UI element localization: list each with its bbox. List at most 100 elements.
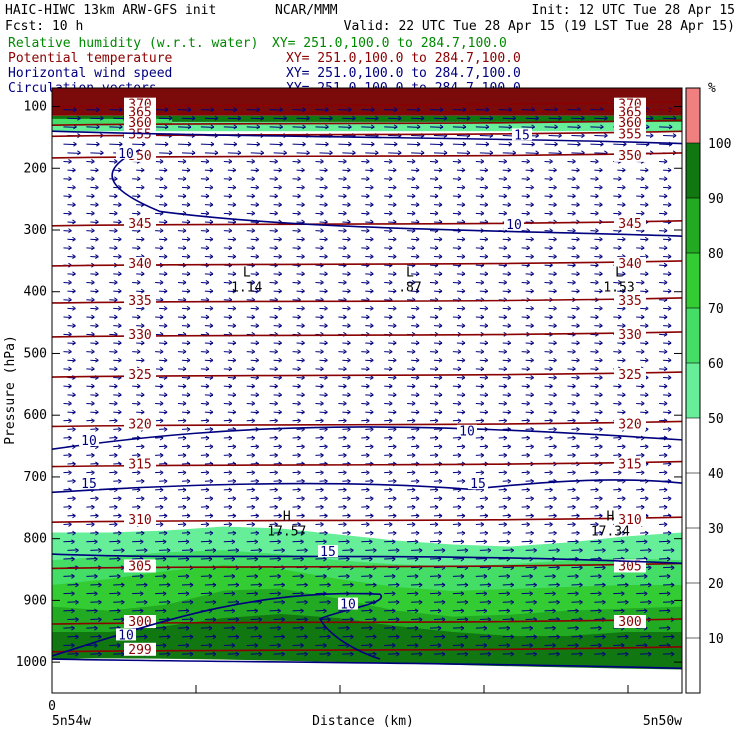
wind-vector-head bbox=[604, 133, 608, 138]
wind-vector-head bbox=[186, 357, 191, 363]
wind-vector-head bbox=[556, 599, 560, 605]
wind-vector bbox=[200, 109, 214, 111]
wind-vector-head bbox=[352, 115, 356, 121]
wind-vector-head bbox=[297, 452, 301, 458]
wind-vector-head bbox=[484, 444, 489, 450]
wind-vector-head bbox=[549, 280, 553, 285]
wind-vector-head bbox=[139, 573, 144, 579]
wind-vector bbox=[407, 644, 419, 646]
wind-vector-head bbox=[301, 496, 305, 501]
wind-vector-head bbox=[392, 202, 397, 208]
wind-vector-head bbox=[388, 176, 393, 182]
wind-vector-head bbox=[418, 651, 423, 657]
wind-vector-head bbox=[416, 107, 421, 113]
wind-vector-head bbox=[139, 591, 144, 597]
wind-vector-head bbox=[113, 435, 118, 441]
wind-vector-head bbox=[411, 159, 416, 164]
wind-vector-head bbox=[526, 193, 530, 199]
wind-vector bbox=[292, 644, 304, 646]
wind-vector bbox=[204, 583, 216, 586]
wind-vector-head bbox=[98, 547, 102, 553]
wind-vector bbox=[594, 653, 606, 655]
wind-vector-head bbox=[186, 496, 191, 501]
wind-vector-head bbox=[343, 210, 347, 216]
wind-vector-head bbox=[278, 184, 282, 190]
wind-vector-head bbox=[411, 280, 416, 285]
wind-vector-head bbox=[255, 530, 260, 536]
wind-vector-head bbox=[530, 202, 534, 208]
extremum-marker: L bbox=[615, 265, 623, 280]
wind-vector-head bbox=[667, 444, 672, 450]
wind-vector-head bbox=[95, 305, 99, 311]
wind-vector bbox=[86, 627, 98, 629]
wind-vector bbox=[525, 635, 537, 638]
colorbar-band bbox=[686, 198, 700, 253]
wind-vector bbox=[433, 152, 448, 154]
wind-vector-head bbox=[343, 280, 347, 285]
wind-vector-head bbox=[91, 245, 95, 251]
wind-vector-head bbox=[512, 115, 517, 121]
wind-vector-head bbox=[186, 254, 191, 259]
wind-vector-head bbox=[553, 340, 557, 346]
wind-vector bbox=[365, 135, 379, 137]
wind-vector bbox=[663, 601, 675, 603]
wind-vector bbox=[548, 117, 562, 120]
wind-vector-head bbox=[300, 643, 304, 648]
wind-vector-head bbox=[599, 323, 603, 329]
wind-vector bbox=[63, 627, 75, 629]
wind-vector bbox=[155, 109, 169, 111]
wind-vector bbox=[342, 117, 356, 120]
wind-vector bbox=[433, 635, 446, 638]
wind-vector-head bbox=[258, 617, 263, 622]
wind-vector-head bbox=[68, 504, 72, 510]
wind-vector-head bbox=[162, 591, 167, 597]
wind-vector-head bbox=[162, 573, 167, 579]
wind-vector-head bbox=[208, 625, 213, 631]
wind-vector-head bbox=[260, 150, 265, 156]
wind-vector bbox=[407, 609, 419, 612]
wind-vector-head bbox=[297, 401, 301, 406]
wind-vector bbox=[407, 109, 421, 111]
wind-vector-head bbox=[438, 357, 443, 363]
wind-vector-head bbox=[136, 245, 141, 251]
wind-vector-head bbox=[166, 651, 171, 657]
wind-vector bbox=[361, 126, 375, 128]
extremum-value: 1.14 bbox=[231, 280, 262, 295]
wind-vector-head bbox=[438, 409, 443, 415]
wind-vector-head bbox=[274, 504, 278, 510]
wind-vector bbox=[567, 627, 579, 629]
wind-vector bbox=[223, 126, 237, 128]
wind-vector-head bbox=[508, 107, 513, 113]
wind-vector bbox=[456, 566, 468, 569]
wind-vector bbox=[521, 627, 533, 629]
wind-vector-head bbox=[159, 193, 164, 199]
wind-vector-head bbox=[461, 323, 466, 329]
wind-vector bbox=[315, 540, 327, 543]
wind-vector-head bbox=[441, 651, 446, 657]
wind-vector-head bbox=[320, 401, 324, 406]
wind-vector bbox=[544, 540, 556, 543]
wind-vector-head bbox=[301, 444, 305, 450]
wind-vector-head bbox=[595, 452, 599, 458]
theta-label-bg bbox=[614, 105, 646, 119]
wind-vector-head bbox=[186, 271, 191, 277]
wind-vector bbox=[63, 143, 77, 146]
theta-label-bg bbox=[124, 216, 156, 230]
wind-vector bbox=[246, 126, 260, 128]
wind-vector bbox=[456, 583, 468, 586]
wind-vector bbox=[388, 117, 402, 120]
wind-vector bbox=[613, 609, 625, 612]
extremum-value: 17.34 bbox=[591, 524, 630, 539]
wind-vector bbox=[659, 644, 671, 646]
wind-vector-head bbox=[255, 202, 260, 208]
wind-vector-head bbox=[530, 254, 534, 259]
wind-vector-head bbox=[572, 349, 576, 355]
wind-vector-head bbox=[68, 452, 72, 458]
wind-vector-head bbox=[415, 513, 420, 519]
wind-vector-head bbox=[526, 245, 530, 251]
wind-vector-head bbox=[461, 496, 466, 501]
wind-vector-head bbox=[185, 591, 190, 597]
wind-vector-head bbox=[72, 496, 76, 501]
wind-vector bbox=[475, 558, 487, 560]
wind-label: 10 bbox=[81, 434, 97, 449]
